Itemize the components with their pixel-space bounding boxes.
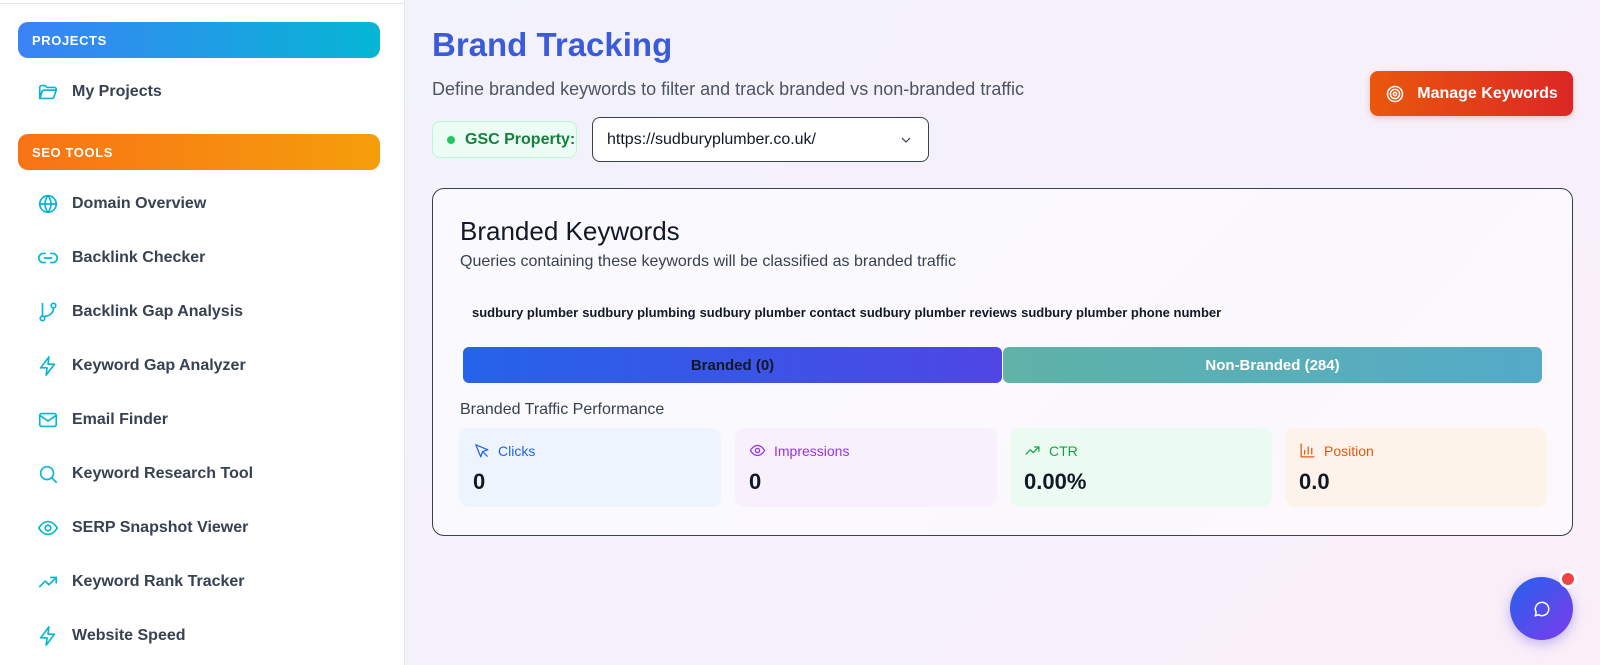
gsc-property-value: https://sudburyplumber.co.uk/	[607, 130, 816, 148]
sidebar-item-label: Email Finder	[72, 411, 169, 428]
sidebar-item-keyword-research-tool[interactable]: Keyword Research Tool	[36, 459, 253, 489]
section-label: PROJECTS	[32, 32, 107, 48]
tab-branded[interactable]: Branded (0)	[463, 347, 1002, 383]
performance-label: Branded Traffic Performance	[460, 401, 665, 418]
folder-icon	[36, 80, 60, 104]
gsc-property-label: GSC Property:	[465, 130, 576, 148]
sidebar: PROJECTS My Projects SEO TOOLS Domain Ov…	[0, 0, 405, 665]
cursor-icon	[473, 442, 490, 459]
chat-bubble-icon	[1532, 599, 1552, 619]
bar-chart-icon	[1299, 442, 1316, 459]
mail-icon	[36, 408, 60, 432]
card-subtitle: Queries containing these keywords will b…	[460, 253, 956, 270]
sidebar-item-label: Backlink Checker	[72, 249, 206, 266]
gsc-property-select[interactable]: https://sudburyplumber.co.uk/	[592, 117, 929, 162]
stat-label: Position	[1324, 442, 1374, 459]
chat-button[interactable]	[1510, 577, 1573, 640]
page-subtitle: Define branded keywords to filter and tr…	[432, 79, 1025, 99]
tab-label: Non-Branded (284)	[1205, 356, 1340, 374]
keyword-chip: sudbury plumber contact	[699, 305, 856, 320]
gsc-property-badge: GSC Property:	[432, 121, 577, 158]
status-dot	[447, 135, 455, 144]
trending-up-icon	[1024, 442, 1041, 459]
stat-card-impressions: Impressions 0	[735, 428, 997, 507]
globe-icon	[36, 192, 60, 216]
tab-label: Branded (0)	[690, 356, 775, 374]
sidebar-item-label: Domain Overview	[72, 195, 207, 212]
keyword-chip: sudbury plumber reviews	[859, 305, 1018, 320]
sidebar-item-domain-overview[interactable]: Domain Overview	[36, 189, 206, 219]
section-header-projects[interactable]: PROJECTS	[18, 22, 380, 58]
sidebar-item-label: Keyword Research Tool	[72, 465, 254, 482]
search-icon	[36, 462, 60, 486]
manage-keywords-button[interactable]: Manage Keywords	[1370, 71, 1573, 116]
sidebar-item-label: Website Speed	[72, 627, 186, 644]
stat-card-ctr: CTR 0.00%	[1010, 428, 1272, 507]
eye-icon	[749, 442, 766, 459]
stat-card-position: Position 0.0	[1285, 428, 1547, 507]
stat-value: 0	[473, 469, 486, 494]
sidebar-item-backlink-checker[interactable]: Backlink Checker	[36, 243, 205, 273]
section-label: SEO TOOLS	[32, 144, 114, 160]
sidebar-item-label: Keyword Rank Tracker	[72, 573, 245, 590]
stat-value: 0.00%	[1024, 469, 1087, 494]
manage-keywords-label: Manage Keywords	[1417, 84, 1558, 102]
sidebar-item-email-finder[interactable]: Email Finder	[36, 405, 168, 435]
sidebar-item-keyword-gap-analyzer[interactable]: Keyword Gap Analyzer	[36, 351, 246, 381]
sidebar-item-serp-snapshot-viewer[interactable]: SERP Snapshot Viewer	[36, 513, 248, 543]
stat-value: 0	[749, 469, 762, 494]
page-title: Brand Tracking	[432, 26, 673, 63]
stat-label: CTR	[1049, 442, 1078, 459]
sidebar-item-website-speed[interactable]: Website Speed	[36, 621, 186, 651]
stat-value: 0.0	[1299, 469, 1330, 494]
tab-non-branded[interactable]: Non-Branded (284)	[1003, 347, 1542, 383]
trending-up-icon	[36, 570, 60, 594]
keyword-chip: sudbury plumbing	[582, 305, 696, 320]
keyword-chip: sudbury plumber phone number	[1021, 305, 1222, 320]
sidebar-item-label: My Projects	[72, 83, 162, 100]
stat-card-clicks: Clicks 0	[459, 428, 721, 507]
target-icon	[1385, 84, 1405, 104]
keyword-chip: sudbury plumber	[472, 305, 579, 320]
section-header-seo-tools[interactable]: SEO TOOLS	[18, 134, 380, 170]
card-title: Branded Keywords	[460, 216, 680, 246]
sidebar-item-keyword-rank-tracker[interactable]: Keyword Rank Tracker	[36, 567, 245, 597]
sidebar-item-backlink-gap-analysis[interactable]: Backlink Gap Analysis	[36, 297, 243, 327]
keyword-list: sudbury plumber sudbury plumbing sudbury…	[472, 305, 1221, 320]
stat-label: Clicks	[498, 442, 536, 459]
sidebar-item-label: Keyword Gap Analyzer	[72, 357, 246, 374]
link-icon	[36, 246, 60, 270]
git-branch-icon	[36, 300, 60, 324]
branded-keywords-card: Branded Keywords Queries containing thes…	[432, 188, 1573, 536]
sidebar-item-label: Backlink Gap Analysis	[72, 303, 244, 320]
lightning-icon	[36, 354, 60, 378]
lightning-icon	[36, 624, 60, 648]
eye-icon	[36, 516, 60, 540]
sidebar-top-divider	[0, 0, 405, 4]
sidebar-item-label: SERP Snapshot Viewer	[72, 519, 249, 536]
notification-dot	[1559, 570, 1577, 588]
chevron-down-icon	[898, 132, 914, 148]
stat-label: Impressions	[774, 442, 850, 459]
sidebar-item-my-projects[interactable]: My Projects	[36, 77, 162, 107]
